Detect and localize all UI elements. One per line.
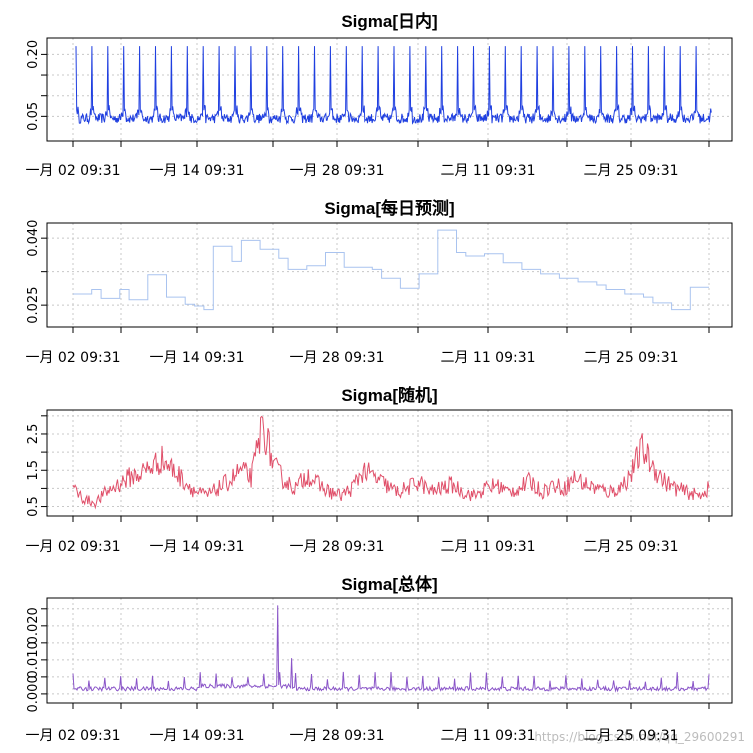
panel-1: Sigma[日内] 0.05 0.20 一月 02 09:31 一月 14 09:31 一… xyxy=(25,11,733,179)
y-tick-label: 0.010 xyxy=(26,641,41,678)
plot-frame xyxy=(46,409,733,517)
x-tick-label: 二月 11 09:31 xyxy=(440,350,535,366)
x-tick-label: 二月 11 09:31 xyxy=(440,539,535,555)
x-tick-label: 一月 28 09:31 xyxy=(289,350,384,366)
x-tick-label: 二月 25 09:31 xyxy=(583,539,678,555)
panel-title: Sigma[总体] xyxy=(341,574,437,594)
x-tick-label: 一月 28 09:31 xyxy=(289,539,384,555)
y-tick-label: 0.05 xyxy=(26,102,41,131)
plot-frame xyxy=(46,37,733,142)
x-tick-label: 一月 28 09:31 xyxy=(289,728,384,744)
series-line xyxy=(75,46,712,125)
x-tick-label: 一月 14 09:31 xyxy=(149,539,244,555)
panel-title: Sigma[随机] xyxy=(341,385,437,405)
x-tick-label: 二月 25 09:31 xyxy=(583,350,678,366)
x-tick-label: 一月 14 09:31 xyxy=(149,163,244,179)
y-tick-label: 0.040 xyxy=(26,220,41,257)
series-line xyxy=(72,605,710,693)
x-tick-label: 一月 02 09:31 xyxy=(25,350,120,366)
series-line xyxy=(72,415,710,510)
y-tick-label: 0.20 xyxy=(26,40,41,69)
x-tick-label: 二月 11 09:31 xyxy=(440,163,535,179)
y-tick-label: 0.000 xyxy=(26,675,41,712)
x-tick-label: 二月 25 09:31 xyxy=(583,728,678,744)
x-tick-label: 一月 02 09:31 xyxy=(25,728,120,744)
panel-2: Sigma[每日预测] 0.025 0.040 一月 02 09:31 一月 14 09… xyxy=(25,198,733,366)
x-tick-label: 二月 25 09:31 xyxy=(583,163,678,179)
x-tick-label: 一月 14 09:31 xyxy=(149,350,244,366)
x-tick-label: 一月 14 09:31 xyxy=(149,728,244,744)
x-tick-label: 一月 28 09:31 xyxy=(289,163,384,179)
panel-title: Sigma[日内] xyxy=(341,11,437,31)
x-tick-label: 一月 02 09:31 xyxy=(25,539,120,555)
panel-3: Sigma[随机] 0.5 1.5 2.5 一月 02 09:31 一月 14 09:31… xyxy=(25,385,733,555)
x-tick-label: 一月 02 09:31 xyxy=(25,163,120,179)
plot-frame xyxy=(46,222,733,328)
plot-frame xyxy=(46,597,733,704)
y-tick-label: 2.5 xyxy=(26,424,41,445)
y-tick-label: 0.5 xyxy=(26,496,41,517)
watermark-text: https://blog.csdn.net/qq_29600291 xyxy=(534,730,745,744)
y-tick-label: 0.025 xyxy=(26,287,41,324)
x-tick-label: 二月 11 09:31 xyxy=(440,728,535,744)
panel-title: Sigma[每日预测] xyxy=(324,198,454,218)
y-tick-label: 1.5 xyxy=(26,460,41,481)
y-tick-label: 0.020 xyxy=(26,607,41,644)
series-line xyxy=(73,229,709,311)
